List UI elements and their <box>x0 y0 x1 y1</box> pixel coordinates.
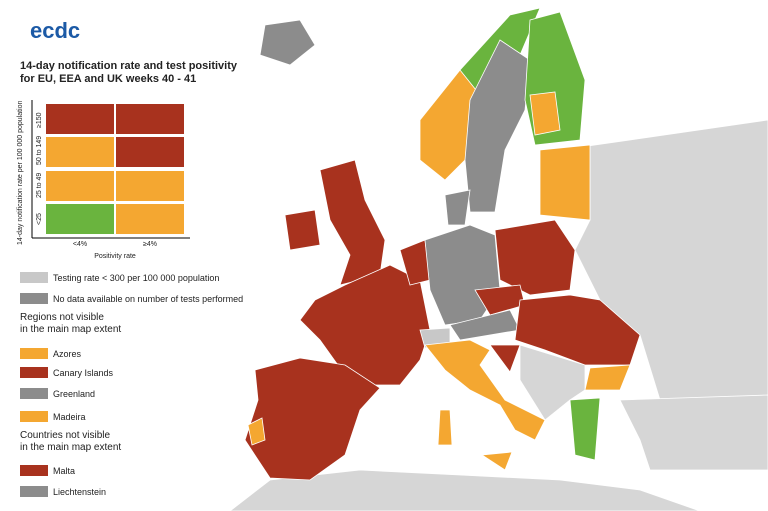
title: 14-day notification rate and test positi… <box>20 60 238 85</box>
row-label: ≥150 <box>36 112 43 128</box>
cell <box>116 171 184 201</box>
lisbon <box>247 417 266 446</box>
poland <box>494 219 576 296</box>
y-axis-label: 14-day notification rate per 100 000 pop… <box>17 101 24 245</box>
sicily <box>480 451 513 471</box>
legend-label: Azores <box>53 349 82 359</box>
text: Regions not visible <box>20 312 104 323</box>
legend: Testing rate < 300 per 100 000 populatio… <box>20 272 243 497</box>
swatch <box>20 348 48 359</box>
swatch <box>20 367 48 378</box>
italy <box>424 339 546 441</box>
column-label: ≥4% <box>143 241 157 248</box>
swatch <box>20 388 48 399</box>
swatch <box>20 272 48 283</box>
non-eu-land <box>619 394 768 471</box>
row-label: 25 to 49 <box>36 173 43 198</box>
text: in the main map extent <box>20 324 121 335</box>
text: Countries not visible <box>20 430 110 441</box>
text: for EU, EEA and UK weeks 40 - 41 <box>20 73 196 85</box>
greece <box>569 397 601 461</box>
swatch <box>20 411 48 422</box>
swatch <box>20 293 48 304</box>
map <box>229 7 768 511</box>
cell <box>116 104 184 134</box>
row-label: <25 <box>36 213 43 225</box>
swatch <box>20 465 48 476</box>
finland-region <box>529 91 561 136</box>
iberia <box>244 357 381 481</box>
ireland <box>284 209 321 251</box>
legend-label: Liechtenstein <box>53 487 106 497</box>
text: 14-day notification rate and test positi… <box>20 60 238 72</box>
denmark <box>444 189 471 226</box>
cell <box>116 204 184 234</box>
legend-heading: Regions not visible in the main map exten… <box>20 312 121 335</box>
iceland <box>259 19 316 66</box>
cell <box>46 204 114 234</box>
column-label: <4% <box>73 241 87 248</box>
legend-label: Testing rate < 300 per 100 000 populatio… <box>53 273 219 283</box>
legend-label: Greenland <box>53 389 95 399</box>
france <box>299 264 431 386</box>
x-axis-label: Positivity rate <box>94 253 136 260</box>
uk <box>319 159 386 286</box>
swatch <box>20 486 48 497</box>
matrix: 14-day notification rate per 100 000 pop… <box>17 100 190 260</box>
legend-label: No data available on number of tests per… <box>53 294 243 304</box>
cell <box>46 104 114 134</box>
legend-label: Madeira <box>53 412 86 422</box>
bulgaria <box>584 364 631 391</box>
text: in the main map extent <box>20 442 121 453</box>
cell <box>46 137 114 167</box>
sardinia <box>437 409 453 446</box>
legend-label: Malta <box>53 466 75 476</box>
baltics <box>539 144 591 221</box>
cell <box>46 171 114 201</box>
sweden <box>464 39 531 213</box>
legend-label: Canary Islands <box>53 368 114 378</box>
legend-heading: Countries not visible in the main map ext… <box>20 430 121 453</box>
cell <box>116 137 184 167</box>
croatia <box>489 344 521 373</box>
logo: ecdc <box>30 18 80 43</box>
row-label: 50 to 149 <box>36 136 43 165</box>
